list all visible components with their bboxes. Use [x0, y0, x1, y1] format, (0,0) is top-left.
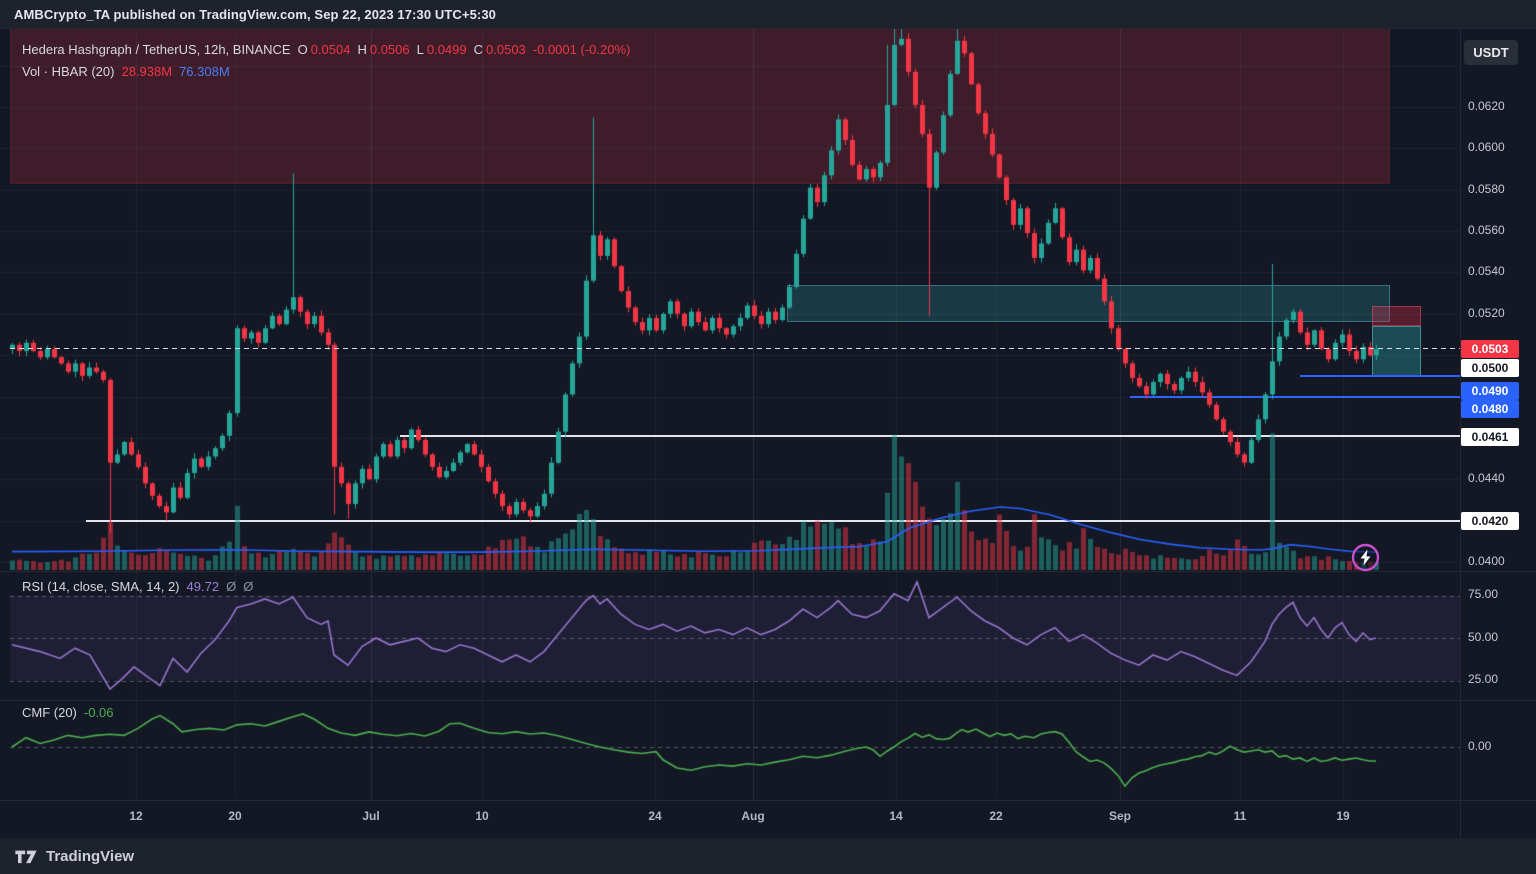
price-axis-tick: 0.0400 — [1468, 553, 1505, 568]
cmf-value: -0.06 — [83, 705, 114, 720]
cmf-axis-tick: 0.00 — [1468, 739, 1492, 753]
published-bar-text: AMBCrypto_TA published on TradingView.co… — [14, 6, 496, 22]
time-axis-tick: Sep — [1108, 809, 1132, 823]
time-axis-tick: 14 — [889, 809, 903, 823]
price-axis-badge: 0.0480 — [1461, 400, 1519, 418]
separator-price-rsi[interactable] — [0, 571, 1536, 572]
volume-label: Vol · HBAR (20) — [22, 64, 115, 79]
price-axis-badge: 0.0490 — [1461, 382, 1519, 400]
ohlc-close-label: C — [473, 42, 484, 57]
price-axis-badge: 0.0500 — [1461, 359, 1519, 377]
change-value: -0.0001 (-0.20%) — [532, 42, 631, 57]
rsi-hidden-value-2: Ø — [243, 579, 254, 594]
price-axis-tick: 0.0520 — [1468, 305, 1505, 320]
time-axis-tick: 24 — [648, 809, 662, 823]
time-axis-tick: Aug — [741, 809, 765, 823]
time-axis-tick: Jul — [362, 809, 380, 823]
rsi-value: 49.72 — [186, 579, 220, 594]
ohlc-low-value: 0.0499 — [426, 42, 467, 57]
published-bar: AMBCrypto_TA published on TradingView.co… — [0, 0, 1536, 28]
volume-legend-row[interactable]: Vol · HBAR (20) 28.938M 76.308M — [22, 64, 230, 79]
rsi-axis-tick: 25.00 — [1468, 672, 1499, 686]
separator-cmf-timeaxis — [0, 800, 1536, 801]
time-axis-tick: 22 — [989, 809, 1003, 823]
symbol-title: Hedera Hashgraph / TetherUS, 12h, BINANC… — [22, 42, 291, 57]
ohlc-open-label: O — [297, 42, 308, 57]
ohlc-high-label: H — [357, 42, 367, 57]
rsi-hidden-value-1: Ø — [226, 579, 237, 594]
symbol-legend-row[interactable]: Hedera Hashgraph / TetherUS, 12h, BINANC… — [22, 42, 630, 57]
price-axis-badge: 0.0503 — [1461, 340, 1519, 358]
volume-current-value: 28.938M — [121, 64, 173, 79]
separator-top — [0, 28, 1536, 29]
currency-toggle-label: USDT — [1473, 45, 1509, 60]
rsi-label: RSI (14, close, SMA, 14, 2) — [22, 579, 180, 594]
separator-rsi-cmf[interactable] — [0, 700, 1536, 701]
ohlc-low-label: L — [416, 42, 424, 57]
tradingview-logo-icon[interactable] — [14, 848, 38, 864]
price-axis-badge: 0.0420 — [1461, 512, 1519, 530]
time-axis-tick: 12 — [129, 809, 143, 823]
price-axis-badge: 0.0461 — [1461, 428, 1519, 446]
cmf-legend-row[interactable]: CMF (20) -0.06 — [22, 705, 114, 720]
lightning-icon[interactable] — [1351, 543, 1380, 572]
rsi-axis-tick: 50.00 — [1468, 630, 1499, 644]
cmf-label: CMF (20) — [22, 705, 77, 720]
price-axis-tick: 0.0560 — [1468, 223, 1505, 238]
price-axis-tick: 0.0440 — [1468, 471, 1505, 486]
volume-ma-value: 76.308M — [179, 64, 230, 79]
ohlc-open-value: 0.0504 — [310, 42, 351, 57]
ohlc-high-value: 0.0506 — [369, 42, 410, 57]
time-axis-tick: 10 — [475, 809, 489, 823]
price-axis-tick: 0.0600 — [1468, 140, 1505, 155]
time-axis-tick: 11 — [1233, 809, 1247, 823]
rsi-legend-row[interactable]: RSI (14, close, SMA, 14, 2) 49.72 Ø Ø — [22, 579, 253, 594]
currency-toggle-button[interactable]: USDT — [1464, 40, 1518, 65]
current-price-line[interactable] — [10, 347, 1460, 350]
footer-bar: TradingView — [0, 838, 1536, 874]
price-axis-border[interactable] — [1460, 28, 1461, 838]
price-axis-tick: 0.0580 — [1468, 181, 1505, 196]
ohlc-close-value: 0.0503 — [486, 42, 526, 57]
rsi-axis-tick: 75.00 — [1468, 587, 1499, 601]
footer-brand[interactable]: TradingView — [46, 847, 135, 865]
price-axis-tick: 0.0540 — [1468, 264, 1505, 279]
time-axis-tick: 20 — [228, 809, 242, 823]
price-axis-tick: 0.0620 — [1468, 99, 1505, 113]
time-axis-tick: 19 — [1336, 809, 1350, 823]
